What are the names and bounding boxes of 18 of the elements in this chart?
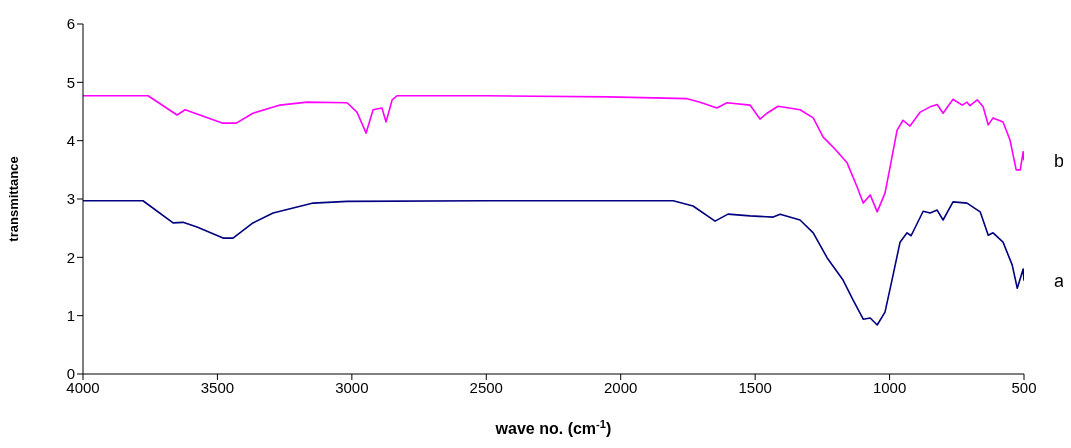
y-tick-label: 3 <box>66 190 75 208</box>
line-series <box>83 199 1024 326</box>
x-tick-label: 500 <box>1011 378 1037 396</box>
line-series <box>83 94 1024 213</box>
x-tick-label: 1500 <box>738 378 772 396</box>
y-tick-label: 4 <box>66 131 75 149</box>
x-tick-label: 1000 <box>872 378 907 396</box>
y-tick-label: 2 <box>66 248 75 266</box>
x-tick-label: 3000 <box>335 378 369 396</box>
y-tick-label: 5 <box>66 73 75 91</box>
x-tick-label: 3500 <box>200 378 235 396</box>
series-label: b <box>1054 150 1065 171</box>
y-tick-label: 1 <box>66 306 75 324</box>
y-tick-label: 6 <box>66 15 75 33</box>
x-tick-label: 2000 <box>604 378 638 396</box>
x-tick-label: 2500 <box>469 378 503 396</box>
y-axis-title: transmittance <box>6 156 21 242</box>
x-axis-title: wave no. (cm$^{-1}$) <box>494 418 612 437</box>
